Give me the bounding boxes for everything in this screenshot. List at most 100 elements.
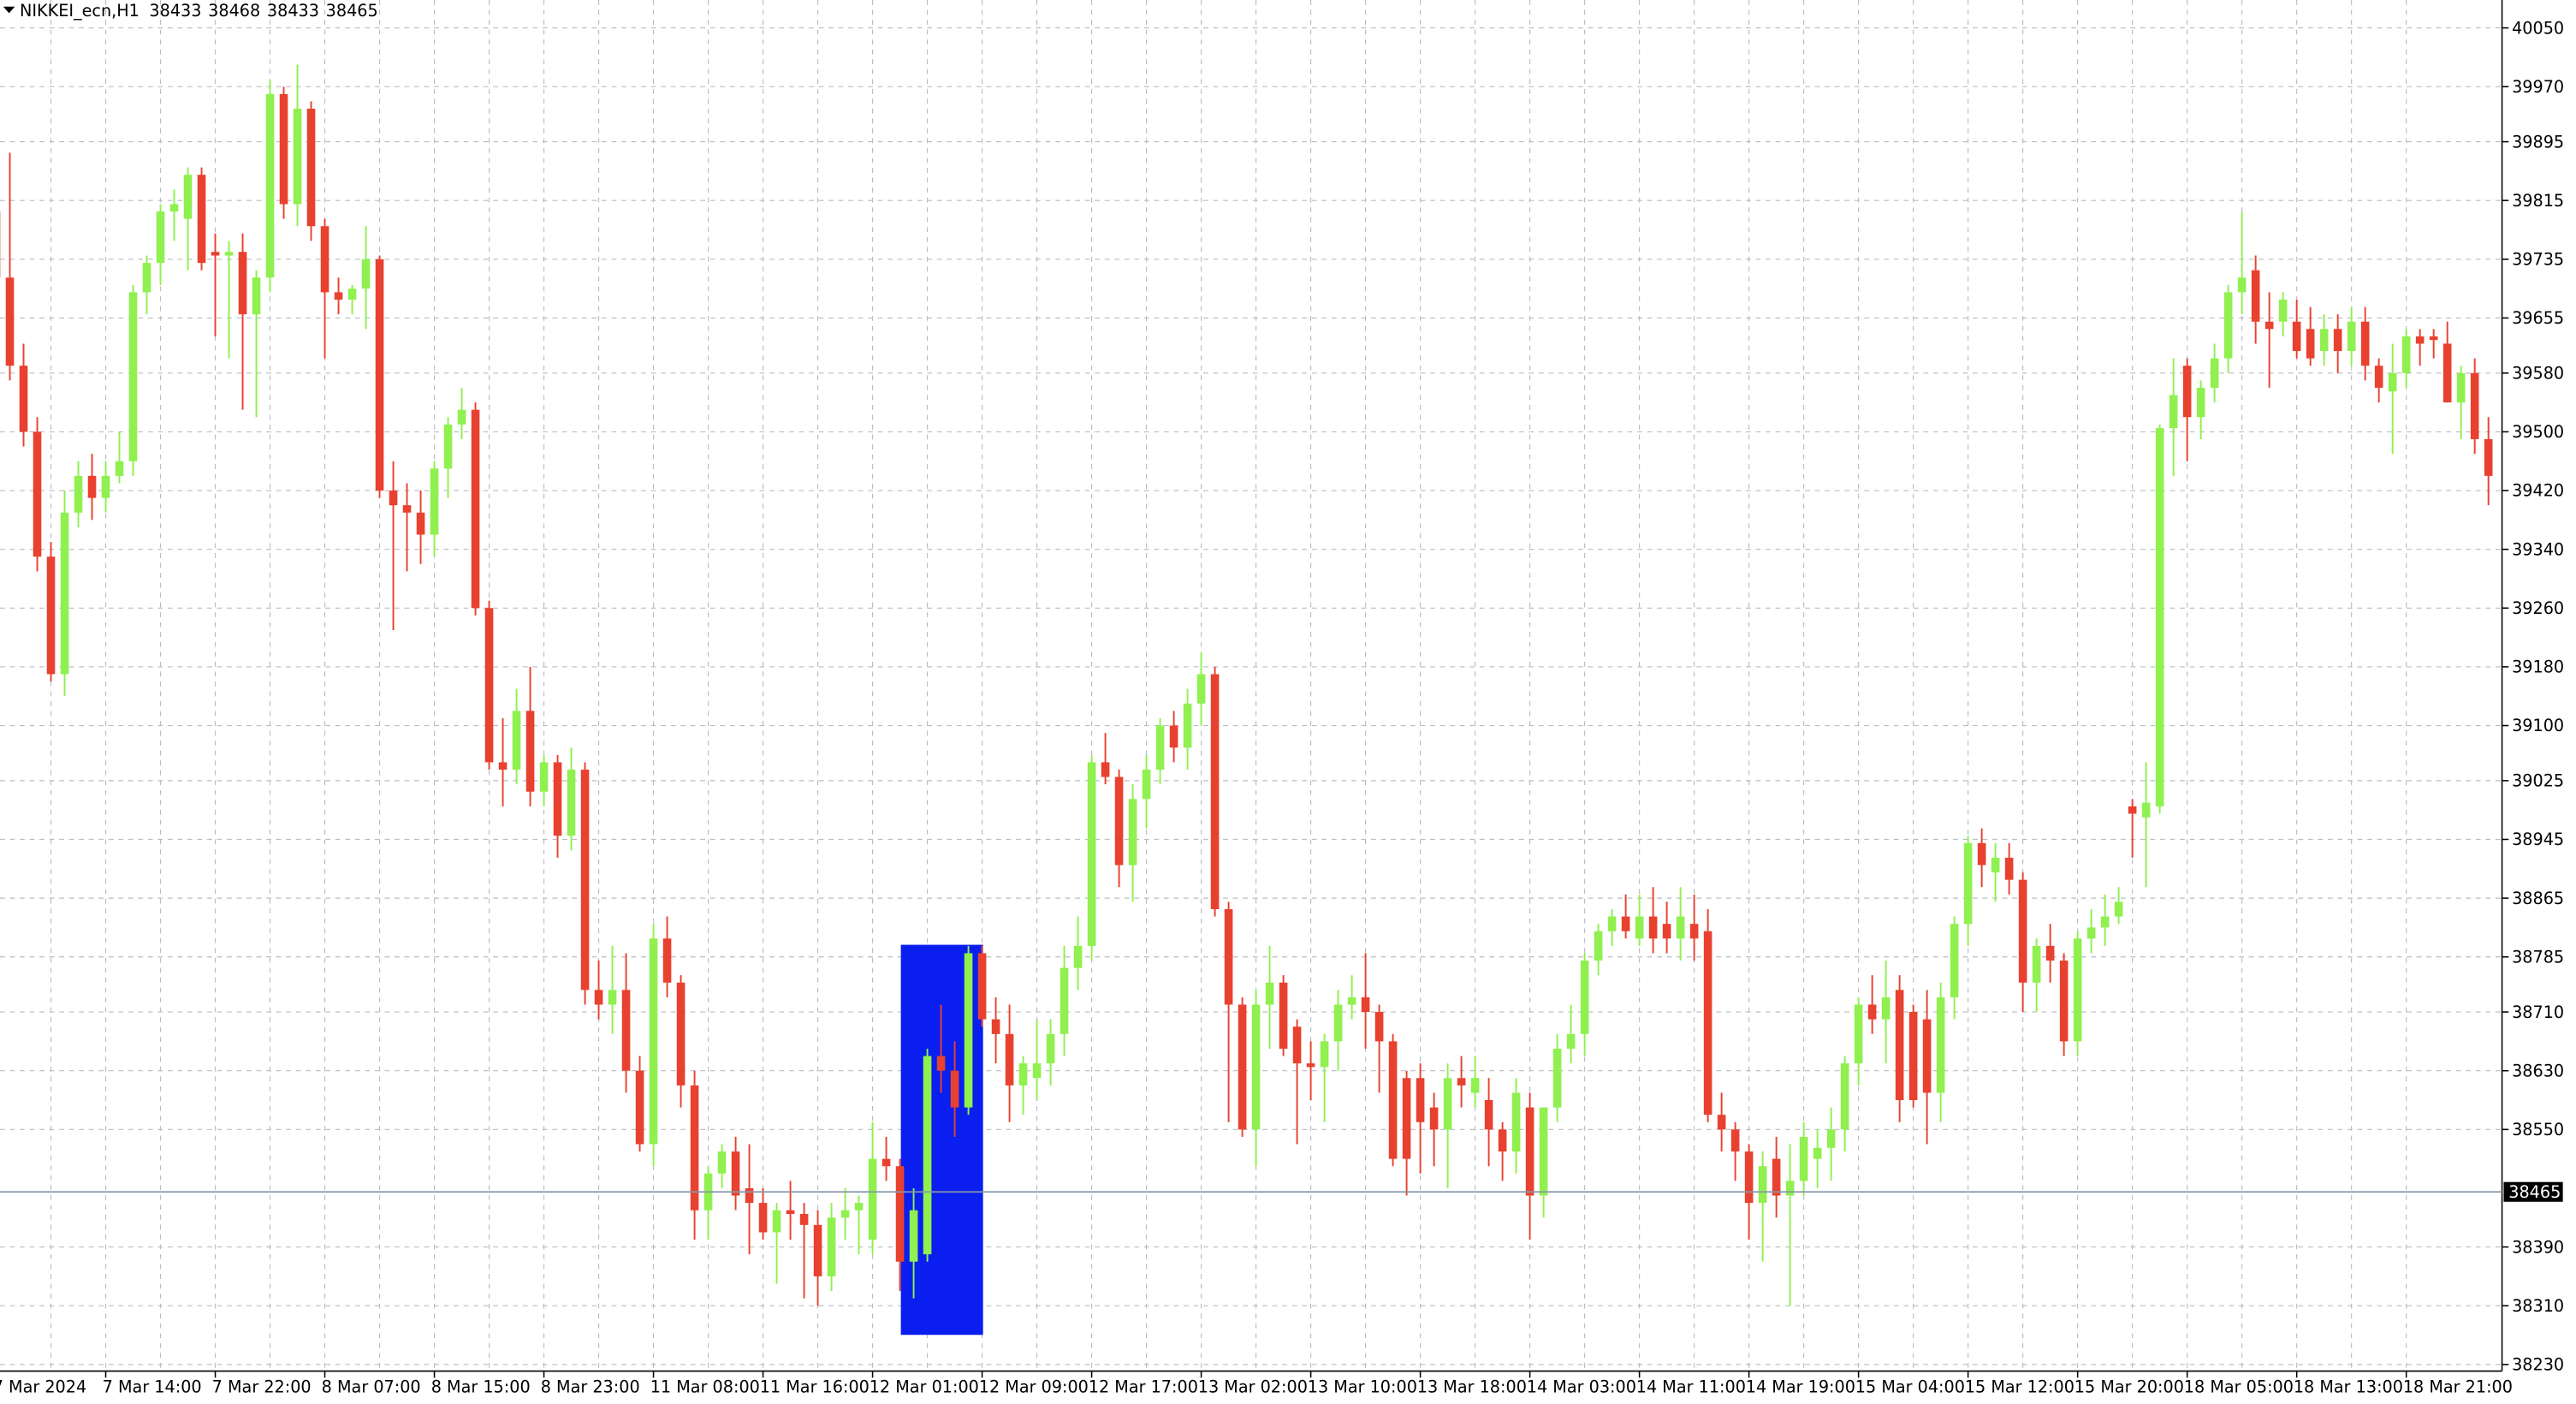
candle-body bbox=[1210, 674, 1220, 909]
price-label: 38465 bbox=[2508, 1182, 2561, 1202]
candle-body bbox=[2196, 387, 2205, 418]
candle-body bbox=[1347, 996, 1356, 1005]
candle-body bbox=[402, 505, 412, 513]
candle-body bbox=[1155, 725, 1165, 770]
candles-layer bbox=[0, 64, 2493, 1306]
candle-body bbox=[1594, 931, 1603, 961]
candle-body bbox=[2223, 292, 2233, 359]
candle-body bbox=[1443, 1078, 1452, 1130]
grid-layer bbox=[0, 0, 2502, 1371]
candle-body bbox=[2141, 802, 2151, 818]
candle-body bbox=[1169, 725, 1178, 748]
candle-body bbox=[1005, 1033, 1014, 1086]
candle-body bbox=[1429, 1107, 1439, 1130]
header-open: 38433 bbox=[149, 1, 201, 21]
candle-body bbox=[772, 1210, 781, 1233]
candle-body bbox=[265, 93, 275, 278]
x-tick-label: 7 Mar 2024 bbox=[0, 1377, 86, 1397]
y-tick-label: 38550 bbox=[2512, 1120, 2564, 1139]
candle-body bbox=[1046, 1033, 1055, 1064]
x-tick-label: 12 Mar 01:00 bbox=[870, 1377, 979, 1397]
candle-body bbox=[786, 1210, 795, 1214]
candle-body bbox=[1648, 916, 1658, 939]
candle-body bbox=[1566, 1033, 1576, 1049]
x-tick-label: 18 Mar 13:00 bbox=[2294, 1377, 2403, 1397]
x-tick-label: 18 Mar 21:00 bbox=[2403, 1377, 2513, 1397]
y-tick-label: 38710 bbox=[2512, 1002, 2564, 1022]
y-tick-label: 39815 bbox=[2512, 191, 2564, 211]
candle-body bbox=[1895, 990, 1904, 1101]
y-tick-label: 39500 bbox=[2512, 422, 2564, 442]
candle-body bbox=[731, 1151, 740, 1196]
candle-body bbox=[252, 277, 261, 315]
y-tick-label: 39735 bbox=[2512, 250, 2564, 270]
candle-body bbox=[1963, 842, 1973, 925]
candle-body bbox=[101, 475, 110, 498]
candle-body bbox=[2360, 321, 2370, 366]
x-tick-label: 11 Mar 16:00 bbox=[760, 1377, 870, 1397]
candle-body bbox=[1265, 982, 1274, 1005]
candle-body bbox=[2442, 343, 2452, 403]
y-tick-label: 39420 bbox=[2512, 481, 2564, 501]
candle-body bbox=[2415, 336, 2425, 344]
candle-body bbox=[1936, 996, 1945, 1093]
candle-body bbox=[1183, 703, 1192, 748]
candle-body bbox=[1662, 924, 1671, 939]
y-tick-label: 39180 bbox=[2512, 657, 2564, 677]
candle-body bbox=[2484, 438, 2493, 476]
candle-body bbox=[1511, 1092, 1521, 1152]
candle-body bbox=[2004, 857, 2014, 880]
candle-body bbox=[2073, 938, 2082, 1042]
candle-body bbox=[662, 938, 672, 983]
candle-body bbox=[1224, 908, 1233, 1005]
candle-body bbox=[977, 953, 987, 1020]
x-tick-label: 13 Mar 02:00 bbox=[1198, 1377, 1308, 1397]
candle-body bbox=[1306, 1063, 1315, 1068]
y-tick-label: 39970 bbox=[2512, 77, 2564, 97]
candle-body bbox=[1087, 762, 1096, 946]
x-tick-label: 8 Mar 23:00 bbox=[541, 1377, 640, 1397]
x-tick-label: 15 Mar 04:00 bbox=[1855, 1377, 1965, 1397]
header-high: 38468 bbox=[208, 1, 260, 21]
candle-body bbox=[1813, 1147, 1822, 1159]
candle-body bbox=[2032, 945, 2041, 983]
x-tick-label: 12 Mar 17:00 bbox=[1089, 1377, 1198, 1397]
candle-body bbox=[1114, 776, 1124, 866]
candle-body bbox=[2100, 916, 2110, 928]
candle-body bbox=[950, 1070, 959, 1108]
header-arrow bbox=[3, 6, 15, 14]
candle-body bbox=[895, 1166, 905, 1262]
candle-body bbox=[2128, 806, 2137, 814]
candle-body bbox=[293, 108, 302, 205]
candle-body bbox=[306, 108, 316, 227]
candle-body bbox=[1498, 1129, 1507, 1152]
candle-body bbox=[2114, 901, 2123, 917]
candle-body bbox=[457, 409, 466, 425]
candle-body bbox=[923, 1056, 932, 1255]
candle-body bbox=[197, 175, 206, 264]
candle-body bbox=[1703, 931, 1712, 1115]
candle-body bbox=[1676, 916, 1685, 939]
candle-body bbox=[1402, 1078, 1411, 1159]
candle-body bbox=[2319, 329, 2329, 352]
candle-body bbox=[827, 1217, 836, 1276]
candle-body bbox=[525, 711, 535, 792]
candle-body bbox=[5, 277, 15, 366]
candle-body bbox=[567, 769, 576, 836]
candle-body bbox=[2086, 927, 2096, 939]
candle-body bbox=[1525, 1107, 1534, 1196]
candle-body bbox=[2045, 945, 2055, 961]
candle-body bbox=[909, 1210, 918, 1262]
candle-body bbox=[580, 769, 590, 991]
candle-body bbox=[2059, 961, 2069, 1042]
candle-body bbox=[1073, 945, 1083, 968]
candle-body bbox=[443, 424, 453, 469]
candle-body bbox=[608, 990, 617, 1005]
candle-body bbox=[361, 259, 371, 289]
candle-body bbox=[2018, 879, 2027, 983]
y-tick-label: 38230 bbox=[2512, 1355, 2564, 1375]
candle-body bbox=[1196, 674, 1206, 704]
candle-body bbox=[553, 762, 562, 836]
chart-header: NIKKEI_ecn,H1 38433 38468 38433 38465 bbox=[20, 1, 378, 21]
